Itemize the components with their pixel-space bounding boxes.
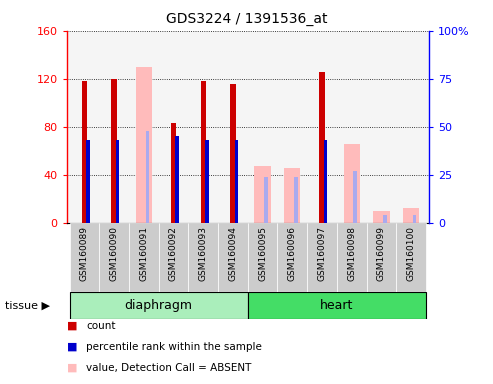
Bar (159, 223, 188, 292)
Bar (230, 84, 236, 223)
Bar (86, 140, 90, 223)
Bar (319, 71, 325, 223)
Bar (70, 292, 248, 319)
Bar (366, 223, 396, 292)
Bar (284, 167, 300, 223)
Bar (188, 223, 218, 292)
Bar (324, 140, 327, 223)
Text: GSM160097: GSM160097 (317, 226, 326, 281)
Text: diaphragm: diaphragm (125, 299, 193, 312)
Bar (353, 171, 357, 223)
Text: ■: ■ (67, 321, 77, 331)
Bar (201, 81, 206, 223)
Text: tissue ▶: tissue ▶ (5, 300, 50, 310)
Bar (129, 223, 159, 292)
Bar (383, 215, 387, 223)
Text: GSM160100: GSM160100 (407, 226, 416, 281)
Text: GDS3224 / 1391536_at: GDS3224 / 1391536_at (166, 12, 327, 25)
Bar (116, 140, 119, 223)
Bar (413, 215, 417, 223)
Text: GSM160095: GSM160095 (258, 226, 267, 281)
Bar (294, 177, 298, 223)
Bar (248, 292, 426, 319)
Bar (111, 79, 117, 223)
Bar (171, 123, 176, 223)
Text: count: count (86, 321, 116, 331)
Text: ■: ■ (67, 342, 77, 352)
Bar (403, 208, 419, 223)
Text: percentile rank within the sample: percentile rank within the sample (86, 342, 262, 352)
Bar (82, 81, 87, 223)
Text: GSM160094: GSM160094 (228, 226, 238, 281)
Bar (205, 140, 209, 223)
Bar (373, 211, 389, 223)
Bar (70, 223, 99, 292)
Bar (99, 223, 129, 292)
Text: GSM160089: GSM160089 (80, 226, 89, 281)
Text: GSM160099: GSM160099 (377, 226, 386, 281)
Bar (307, 223, 337, 292)
Bar (136, 67, 152, 223)
Text: GSM160092: GSM160092 (169, 226, 178, 281)
Bar (145, 131, 149, 223)
Text: value, Detection Call = ABSENT: value, Detection Call = ABSENT (86, 363, 251, 373)
Bar (254, 166, 271, 223)
Bar (248, 223, 278, 292)
Bar (278, 223, 307, 292)
Bar (396, 223, 426, 292)
Bar (264, 177, 268, 223)
Bar (337, 223, 366, 292)
Text: GSM160093: GSM160093 (199, 226, 208, 281)
Text: GSM160096: GSM160096 (288, 226, 297, 281)
Bar (218, 223, 248, 292)
Bar (235, 140, 238, 223)
Text: GSM160098: GSM160098 (347, 226, 356, 281)
Text: heart: heart (320, 299, 353, 312)
Text: GSM160090: GSM160090 (109, 226, 119, 281)
Bar (344, 144, 360, 223)
Bar (176, 136, 179, 223)
Text: ■: ■ (67, 363, 77, 373)
Text: GSM160091: GSM160091 (140, 226, 148, 281)
